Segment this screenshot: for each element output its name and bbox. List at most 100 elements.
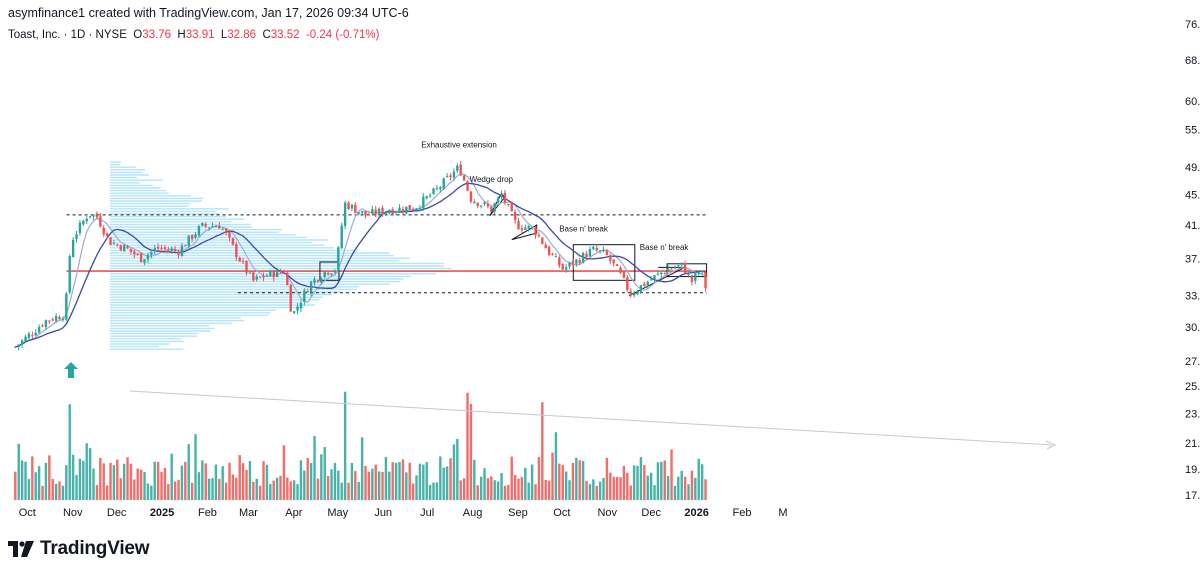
volume-bar [296, 484, 299, 500]
volume-bar [340, 482, 343, 500]
candle-body [316, 280, 320, 282]
candle-body [340, 225, 343, 249]
volume-bar [343, 391, 347, 500]
candle-body [99, 216, 102, 227]
volume-bar [58, 481, 61, 500]
volume-bar [187, 444, 190, 500]
candle-body [605, 250, 609, 255]
volume-bar [105, 485, 109, 500]
volume-bar [313, 436, 316, 500]
x-tick-label: Jun [374, 507, 392, 519]
candle-body [561, 263, 564, 270]
candle-body [299, 302, 303, 309]
volume-bar [660, 461, 663, 500]
volume-bar [303, 470, 306, 500]
candle-body [238, 257, 241, 262]
volume-bar [578, 460, 581, 500]
candle-body [51, 319, 54, 321]
volume-bar [207, 478, 211, 500]
fast-moving-average [15, 173, 706, 348]
candle-body [384, 212, 388, 214]
candle-body [61, 318, 65, 320]
volume-bar [41, 485, 44, 500]
volume-bar [286, 477, 289, 500]
x-tick-label: Dec [641, 507, 661, 519]
volume-bar [479, 476, 483, 500]
candle-body [483, 202, 486, 205]
candle-body [442, 178, 445, 189]
volume-bar [571, 462, 575, 500]
candle-body [136, 253, 139, 255]
volume-bars [14, 390, 1057, 500]
candle-body [112, 243, 116, 245]
candle-body [690, 275, 694, 282]
volume-bar [622, 465, 626, 500]
volume-bar [51, 478, 54, 500]
candle-body [78, 222, 82, 234]
candle-body [194, 234, 197, 238]
candle-body [82, 220, 85, 225]
volume-bar [163, 468, 167, 500]
volume-bar [252, 481, 255, 500]
candle-body [95, 213, 99, 218]
candle-body [595, 247, 598, 251]
candle-body [119, 245, 122, 251]
candle-body [37, 327, 41, 333]
volume-bar [309, 463, 313, 500]
candle-body [418, 207, 422, 209]
volume-bar [357, 482, 360, 500]
candle-body [469, 191, 473, 202]
volume-bar [663, 460, 666, 500]
volume-bar [27, 479, 31, 500]
volume-bar [316, 478, 320, 500]
volume-bar [398, 462, 401, 500]
candle-body [632, 293, 636, 296]
candle-body [24, 336, 27, 342]
volume-bar [214, 464, 218, 500]
candle-body [309, 281, 313, 293]
volume-bar [248, 461, 252, 500]
candle-body [313, 279, 316, 283]
candle-body [231, 238, 235, 245]
volume-bar [592, 479, 595, 500]
volume-bar [197, 472, 201, 500]
candle-body [333, 271, 337, 273]
candle-body [510, 202, 513, 212]
candle-body [687, 273, 690, 275]
tradingview-logo[interactable]: TradingView [8, 538, 150, 560]
x-tick-label: Nov [63, 507, 83, 519]
volume-bar [496, 481, 500, 500]
volume-bar [337, 470, 340, 500]
candle-body [432, 188, 435, 195]
y-tick-label: 25.00 [1185, 381, 1200, 393]
candle-body [619, 267, 622, 273]
candle-body [122, 244, 126, 252]
legend-symbol[interactable]: Toast, Inc. · 1D · NYSE [8, 29, 127, 41]
candle-body [537, 235, 541, 237]
volume-bar [112, 465, 116, 500]
volume-bar [224, 482, 228, 500]
volume-bar [639, 457, 643, 500]
candle-body [405, 206, 408, 214]
candle-body [694, 273, 697, 281]
candle-body [371, 209, 374, 214]
volume-bar [428, 484, 432, 500]
candle-body [44, 320, 48, 327]
volume-bar [153, 461, 156, 500]
volume-bar [289, 481, 292, 500]
volume-bar [432, 482, 435, 500]
y-tick-label: 17.90 [1185, 490, 1200, 502]
candle-body [286, 273, 289, 286]
volume-bar [677, 476, 680, 500]
symbol-legend: Toast, Inc. · 1D · NYSE O33.76 H33.91 L3… [8, 29, 379, 41]
volume-bar [547, 480, 551, 500]
candle-body [289, 285, 292, 312]
volume-bar [653, 485, 656, 500]
volume-bar [643, 465, 646, 500]
volume-bar [92, 468, 95, 500]
candle-body [401, 209, 405, 212]
volume-bar [221, 466, 224, 500]
volume-bar [507, 484, 510, 500]
candle-body [170, 249, 173, 251]
